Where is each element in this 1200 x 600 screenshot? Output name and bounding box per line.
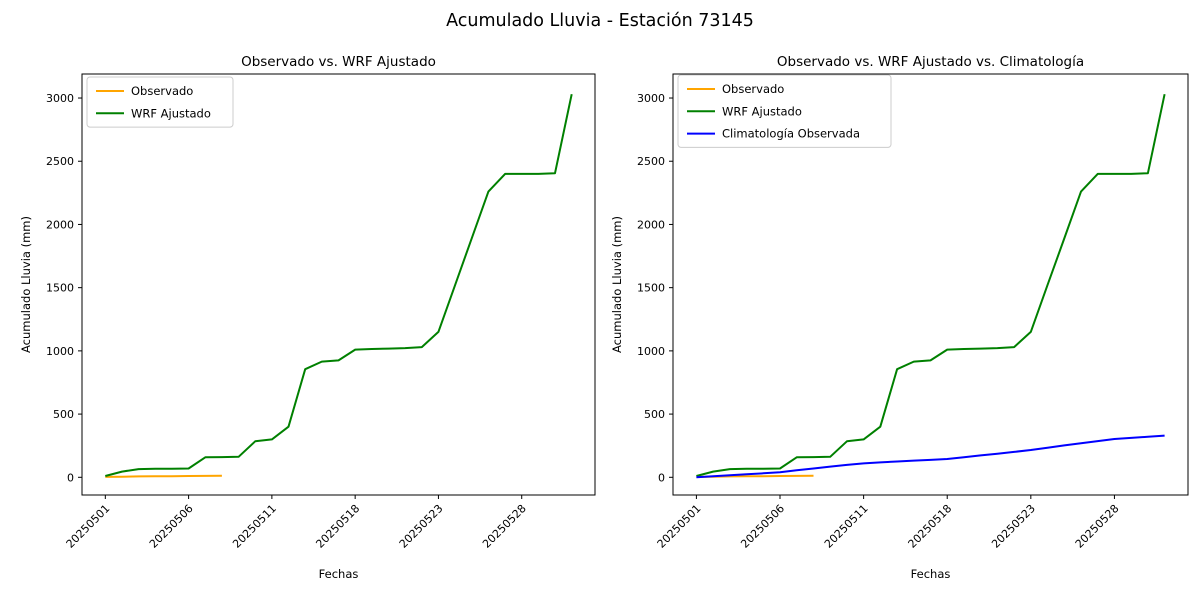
y-tick-label: 3000 [46, 92, 74, 105]
y-tick-label: 1500 [46, 282, 74, 295]
y-tick-label: 500 [644, 408, 665, 421]
y-tick-label: 1000 [637, 345, 665, 358]
subplot-title: Observado vs. WRF Ajustado vs. Climatolo… [777, 54, 1084, 70]
legend-label: Observado [722, 82, 784, 96]
y-tick-label: 1000 [46, 345, 74, 358]
y-tick-label: 2000 [46, 218, 74, 231]
figure-title: Acumulado Lluvia - Estación 73145 [446, 11, 754, 31]
x-tick-label: 20250501 [64, 502, 113, 551]
series-line-climatolog-a-observada [696, 434, 1165, 479]
axes-frame [672, 73, 1189, 496]
legend-box [86, 76, 234, 128]
x-tick-label: 20250511 [230, 502, 279, 551]
x-tick-label: 20250528 [1073, 502, 1122, 551]
subplot-title: Observado vs. WRF Ajustado [241, 54, 436, 70]
chart-svg: Observado vs. WRF Ajustado vs. Climatolo… [610, 54, 1189, 581]
legend-label: WRF Ajustado [131, 106, 211, 120]
legend-label: WRF Ajustado [722, 104, 802, 118]
y-tick-label: 500 [53, 408, 74, 421]
y-tick-label: 0 [658, 471, 665, 484]
x-tick-label: 20250511 [822, 502, 871, 551]
y-tick-label: 0 [67, 471, 74, 484]
x-tick-label: 20250518 [906, 502, 955, 551]
legend-label: Climatología Observada [722, 127, 860, 141]
x-tick-label: 20250523 [397, 502, 446, 551]
axes-frame [81, 73, 596, 496]
y-tick-label: 1500 [637, 282, 665, 295]
x-tick-label: 20250506 [147, 502, 196, 551]
x-axis-label: Fechas [319, 567, 359, 581]
x-tick-label: 20250501 [655, 502, 704, 551]
legend-label: Observado [131, 84, 193, 98]
y-tick-label: 2000 [637, 218, 665, 231]
y-tick-label: 2500 [46, 155, 74, 168]
y-axis-label: Acumulado Lluvia (mm) [19, 216, 33, 353]
subplot-observado-vs-wrf: Observado vs. WRF Ajustado 0 500 1000 1500 20… [0, 40, 600, 600]
x-axis-label: Fechas [911, 567, 951, 581]
subplot-observado-vs-wrf-vs-climatologia: Observado vs. WRF Ajustado vs. Climatolo… [600, 40, 1200, 600]
y-tick-label: 3000 [637, 92, 665, 105]
x-tick-label: 20250518 [313, 502, 362, 551]
series-line-wrf-ajustado [696, 93, 1166, 477]
y-axis-label: Acumulado Lluvia (mm) [610, 216, 624, 353]
x-tick-label: 20250506 [738, 502, 787, 551]
series-line-wrf-ajustado [105, 93, 573, 477]
x-tick-label: 20250528 [480, 502, 529, 551]
y-tick-label: 2500 [637, 155, 665, 168]
x-tick-label: 20250523 [989, 502, 1038, 551]
legend-box [677, 74, 892, 148]
series-line-observado [105, 474, 222, 478]
chart-svg: Observado vs. WRF Ajustado 0 500 1000 1500 20… [19, 54, 596, 581]
